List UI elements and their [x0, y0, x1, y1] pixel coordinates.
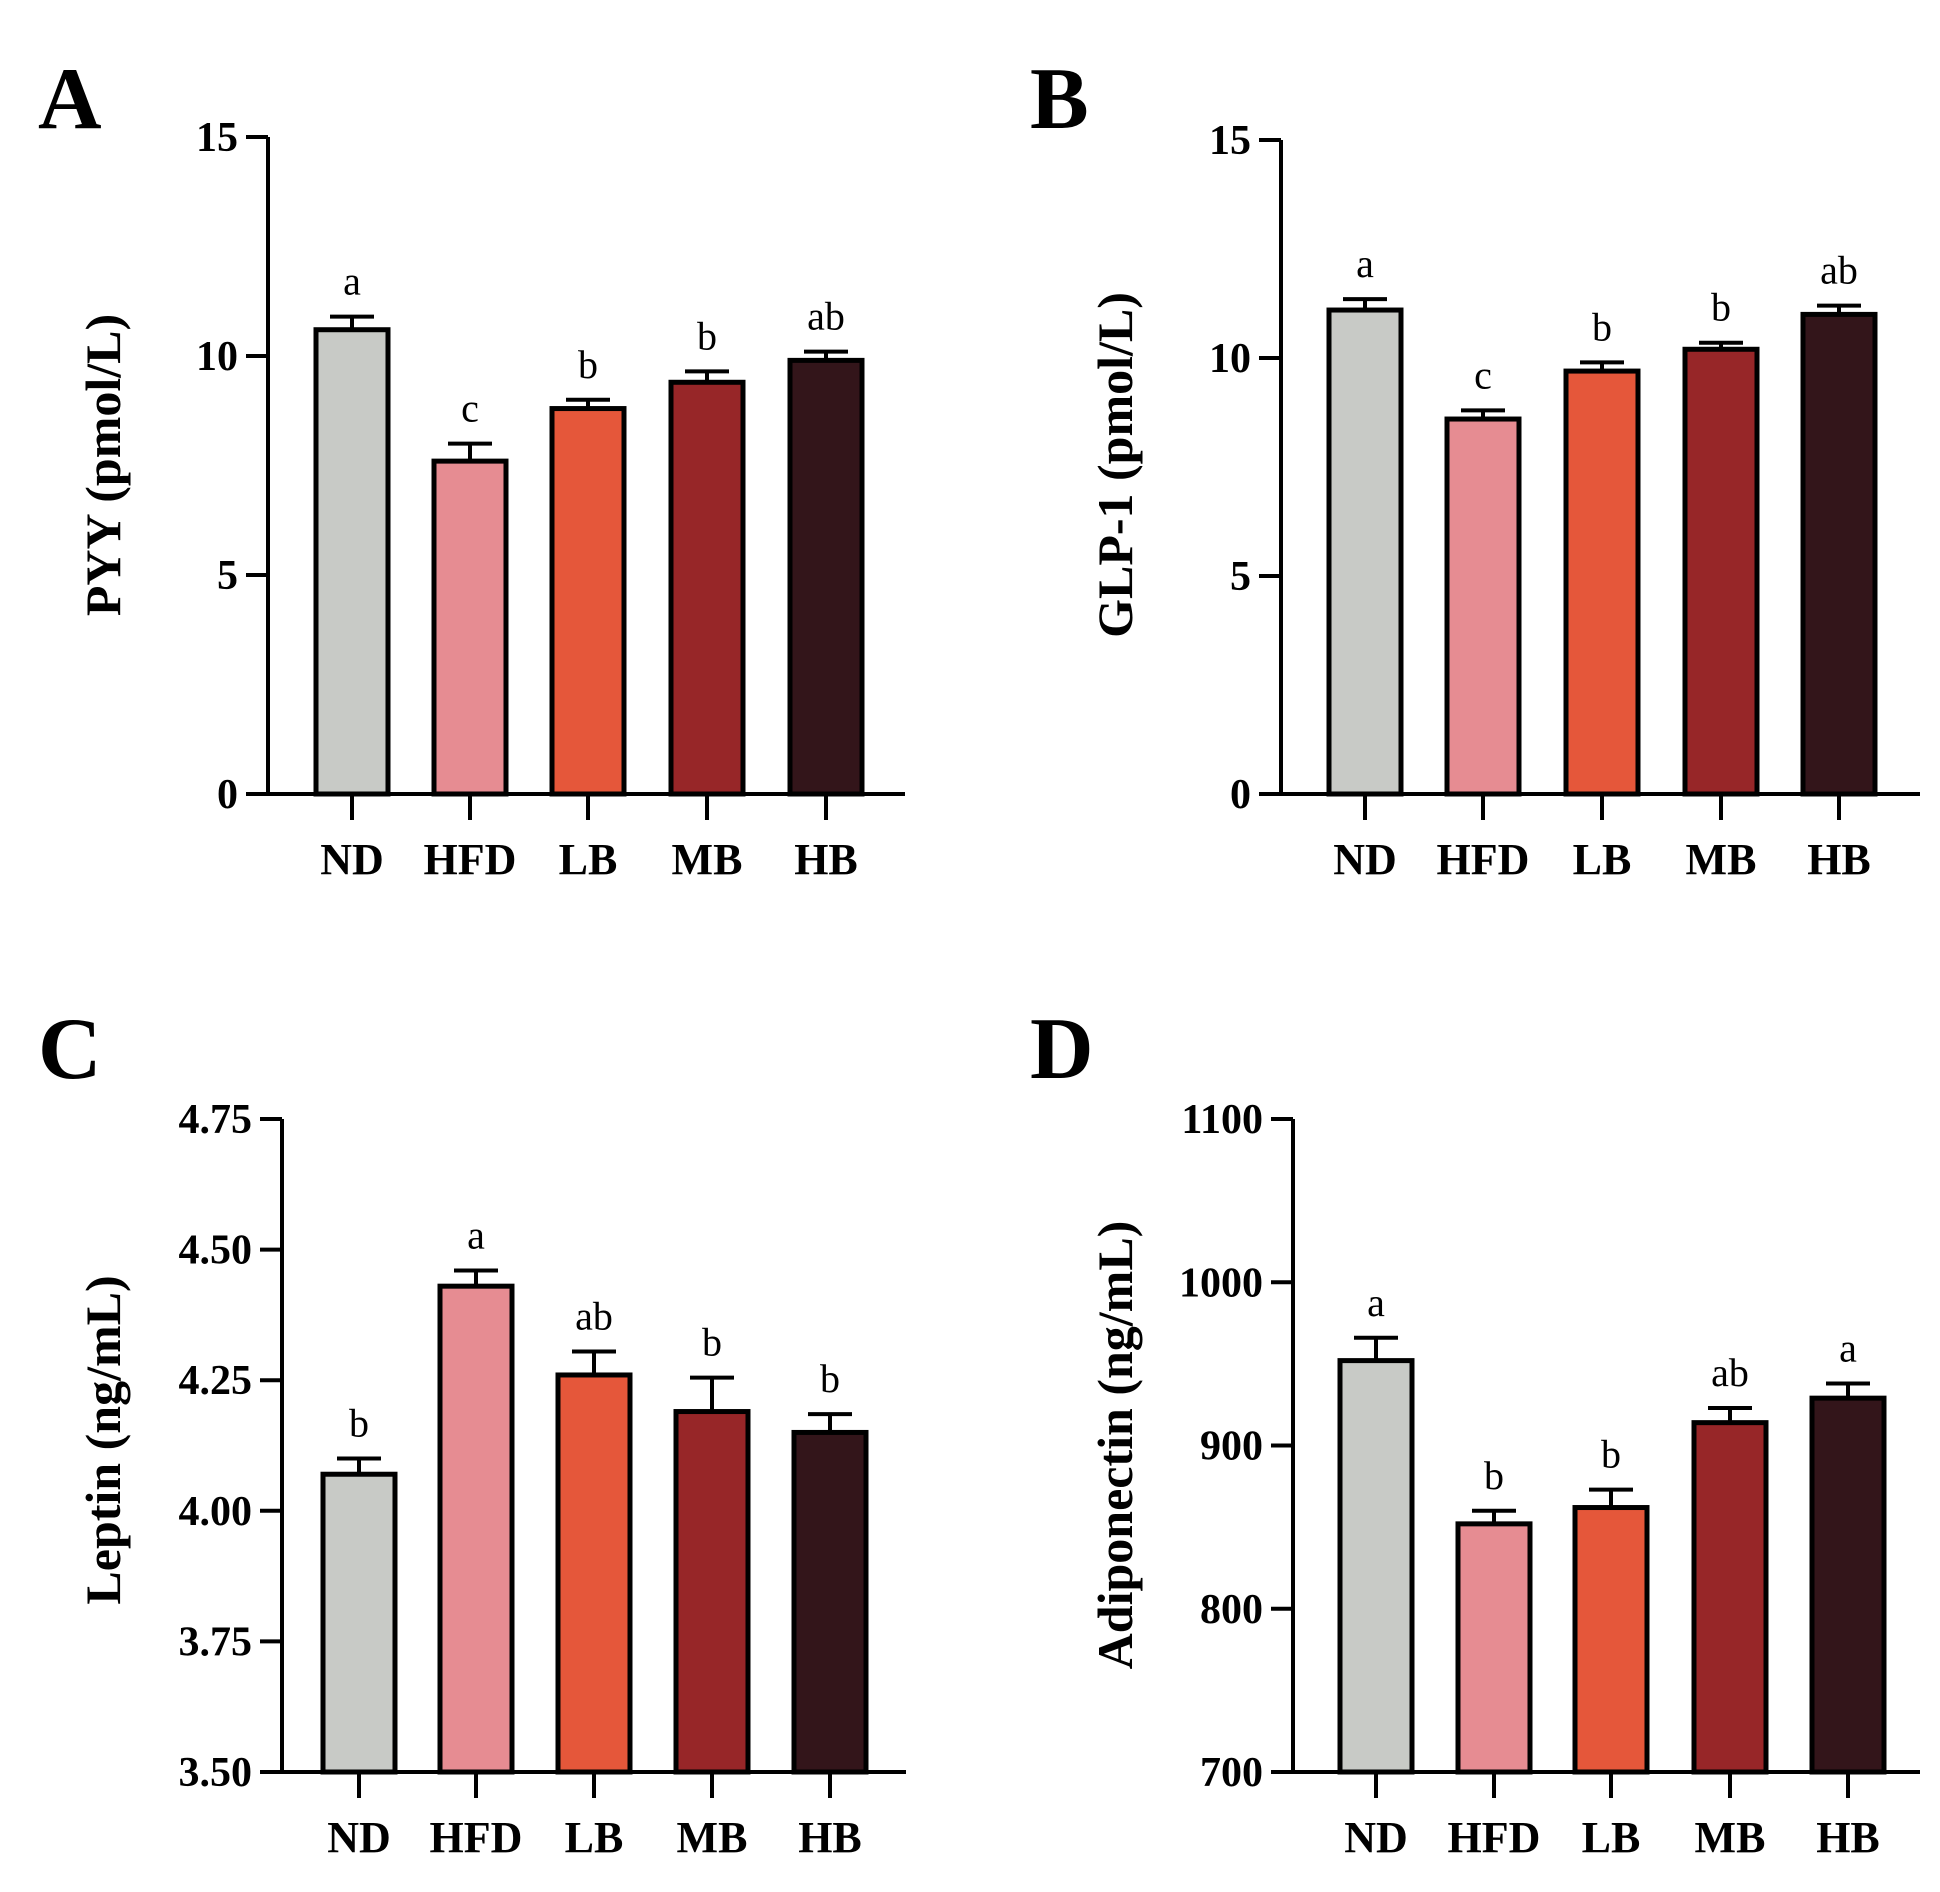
panel-d-x-tick-label-hb: HB [1816, 1813, 1880, 1862]
panel-c-bar-hb [791, 1429, 869, 1775]
panel-c-y-tick-label: 3.50 [179, 1750, 253, 1796]
panel-c-significance-label-lb: ab [575, 1293, 613, 1338]
panel-a-x-tick-label-mb: MB [672, 835, 743, 884]
panel-b-significance-label-nd: a [1356, 241, 1374, 286]
panel-c-significance-label-hb: b [820, 1356, 840, 1401]
panel-a-y-tick-label: 15 [196, 115, 238, 161]
panel-d-bar-hfd [1455, 1521, 1533, 1775]
panel-a-bar-mb [668, 379, 746, 797]
panel-d: D Adiponectin (ng/mL) 700 800 900 1000 1100 N… [1030, 1001, 1920, 1862]
panel-a-y-axis-title: PYY (pmol/L) [75, 314, 131, 616]
panel-d-significance-label-nd: a [1367, 1280, 1385, 1325]
panel-d-y-tick-label: 800 [1200, 1587, 1263, 1633]
panel-d-bar-nd [1337, 1358, 1415, 1775]
panel-d-bar-hb [1809, 1395, 1887, 1775]
panel-a-significance-label-lb: b [578, 342, 598, 387]
panel-a-y-tick-label: 5 [217, 553, 238, 599]
panel-b-bar-hfd [1444, 416, 1522, 797]
panel-c-y-tick-label: 4.50 [179, 1228, 253, 1274]
panel-b-x-tick-label-hb: HB [1807, 835, 1871, 884]
panel-c-x-tick-label-hfd: HFD [430, 1813, 523, 1862]
panel-d-x-tick-label-lb: LB [1582, 1813, 1641, 1862]
panel-b-bar-hb [1800, 311, 1878, 797]
panel-b-y-tick-label: 0 [1230, 772, 1251, 818]
panel-d-y-tick-label: 1000 [1179, 1260, 1263, 1306]
panel-c-bar-nd [320, 1471, 398, 1775]
panel-c-bar-hfd [437, 1283, 515, 1775]
panel-b-y-axis-title: GLP-1 (pmol/L) [1087, 292, 1143, 638]
panel-d-y-tick-label: 1100 [1181, 1097, 1263, 1143]
panel-c-x-tick-label-hb: HB [798, 1813, 862, 1862]
panel-a-significance-label-mb: b [697, 313, 717, 358]
panel-c-y-tick-label: 3.75 [179, 1619, 253, 1665]
panel-b-bar-lb [1563, 368, 1641, 797]
panel-d-x-tick-label-mb: MB [1695, 1813, 1766, 1862]
panel-b-bar-nd [1326, 307, 1404, 797]
panel-a-plot-area: 0 5 10 15 ND a HFD c LB b MB b HB ab [196, 115, 905, 884]
panel-a-bar-hb [787, 357, 865, 797]
panel-d-y-tick-label: 900 [1200, 1424, 1263, 1470]
panel-a-significance-label-hb: ab [807, 294, 845, 339]
panel-a-y-tick-label: 10 [196, 334, 238, 380]
panel-a: A PYY (pmol/L) 0 5 10 15 ND a HFD c LB b MB b HB ab [38, 51, 905, 884]
panel-b-bar-mb [1682, 346, 1760, 797]
panel-a-x-tick-label-hfd: HFD [424, 835, 517, 884]
panel-a-y-tick-label: 0 [217, 772, 238, 818]
panel-b-significance-label-hb: ab [1820, 248, 1858, 293]
panel-c-letter: C [38, 1001, 102, 1098]
panel-b-plot-area: 0 5 10 15 ND a HFD c LB b MB b HB ab [1209, 118, 1920, 884]
panel-c-y-tick-label: 4.25 [179, 1358, 253, 1404]
panel-d-significance-label-hfd: b [1484, 1453, 1504, 1498]
panel-b-x-tick-label-lb: LB [1573, 835, 1632, 884]
panel-b-significance-label-lb: b [1592, 304, 1612, 349]
panel-c-bar-lb [555, 1372, 633, 1775]
panel-d-x-tick-label-nd: ND [1344, 1813, 1408, 1862]
panel-d-significance-label-lb: b [1601, 1432, 1621, 1477]
panel-a-bar-lb [549, 406, 627, 797]
panel-b-x-tick-label-hfd: HFD [1437, 835, 1530, 884]
panel-b-letter: B [1030, 51, 1089, 148]
panel-b-y-tick-label: 5 [1230, 554, 1251, 600]
panel-c-plot-area: 3.50 3.75 4.00 4.25 4.50 4.75 ND b HFD a LB ab MB b HB… [179, 1097, 906, 1862]
panel-d-plot-area: 700 800 900 1000 1100 ND a HFD b LB b MB ab HB a [1179, 1097, 1920, 1862]
panel-b-x-tick-label-mb: MB [1686, 835, 1757, 884]
panel-a-significance-label-nd: a [343, 259, 361, 304]
panel-c-y-tick-label: 4.75 [179, 1097, 253, 1143]
panel-b-x-tick-label-nd: ND [1333, 835, 1397, 884]
panel-b-y-tick-label: 10 [1209, 336, 1251, 382]
panel-d-significance-label-hb: a [1839, 1325, 1857, 1370]
panel-b-significance-label-hfd: c [1474, 352, 1492, 397]
panel-c-x-tick-label-nd: ND [327, 1813, 391, 1862]
panel-a-x-tick-label-hb: HB [794, 835, 858, 884]
panel-c-significance-label-nd: b [349, 1401, 369, 1446]
panel-d-x-tick-label-hfd: HFD [1448, 1813, 1541, 1862]
panel-a-significance-label-hfd: c [461, 386, 479, 431]
panel-b: B GLP-1 (pmol/L) 0 5 10 15 ND a HFD c LB b MB b HB ab [1030, 51, 1920, 884]
panel-a-bar-hfd [431, 458, 509, 797]
panel-c-bar-mb [673, 1409, 751, 1775]
panel-b-y-tick-label: 15 [1209, 118, 1251, 164]
panel-d-letter: D [1030, 1001, 1094, 1098]
panel-c-significance-label-hfd: a [467, 1212, 485, 1257]
panel-c: C Leptin (ng/mL) 3.50 3.75 4.00 4.25 4.50 4.7… [38, 1001, 906, 1862]
panel-c-x-tick-label-mb: MB [677, 1813, 748, 1862]
panel-d-bar-lb [1572, 1505, 1650, 1775]
panel-c-x-tick-label-lb: LB [565, 1813, 624, 1862]
panel-d-y-axis-title: Adiponectin (ng/mL) [1087, 1221, 1143, 1670]
panel-a-x-tick-label-lb: LB [559, 835, 618, 884]
panel-d-bar-mb [1691, 1420, 1769, 1775]
panel-c-y-axis-title: Leptin (ng/mL) [75, 1275, 131, 1604]
panel-c-y-tick-label: 4.00 [179, 1489, 253, 1535]
panel-b-significance-label-mb: b [1711, 285, 1731, 330]
panel-d-y-tick-label: 700 [1200, 1750, 1263, 1796]
panel-d-significance-label-mb: ab [1711, 1350, 1749, 1395]
panel-a-letter: A [38, 51, 102, 148]
panel-a-bar-nd [313, 327, 391, 797]
panel-c-significance-label-mb: b [702, 1320, 722, 1365]
panel-a-x-tick-label-nd: ND [320, 835, 384, 884]
